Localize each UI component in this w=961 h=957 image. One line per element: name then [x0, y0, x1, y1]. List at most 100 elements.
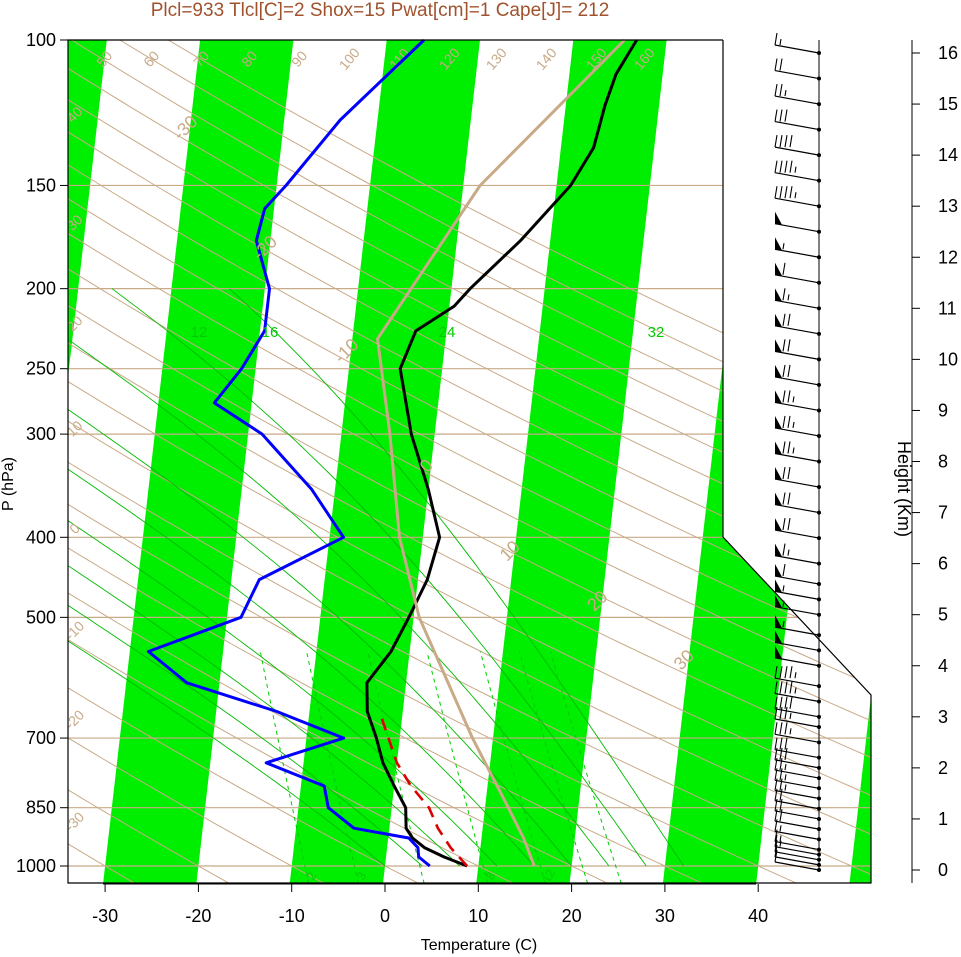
wind-pennant — [775, 313, 782, 327]
wind-point — [817, 868, 821, 872]
wind-flag — [784, 109, 788, 122]
dry-adiabat — [68, 40, 514, 883]
wind-half-flag — [782, 243, 785, 250]
wind-point — [817, 561, 821, 566]
wind-point — [817, 862, 821, 867]
wind-half-flag — [787, 549, 790, 556]
wind-point — [817, 102, 821, 107]
wind-flag — [782, 288, 786, 301]
profile-series — [146, 38, 638, 868]
wind-half-flag — [782, 621, 785, 628]
height-tick-label: 12 — [938, 247, 958, 267]
mixing-ratio-line — [306, 651, 359, 883]
dry-adiabat — [68, 40, 871, 883]
wind-flag — [779, 58, 783, 71]
wind-barb — [774, 427, 820, 437]
wind-flag — [782, 518, 786, 531]
wind-barb — [774, 749, 820, 759]
wind-flag — [782, 364, 786, 377]
wind-half-flag — [794, 672, 797, 679]
wind-flag — [774, 696, 778, 709]
wind-point — [817, 382, 821, 387]
wind-point — [817, 847, 821, 852]
series-dew-point — [146, 38, 431, 868]
height-tick-label: 11 — [938, 298, 957, 318]
wind-flag — [784, 722, 788, 735]
x-tick-label: -10 — [279, 906, 305, 926]
wind-barb — [774, 861, 820, 871]
mixing-ratio-label: 16 — [262, 324, 279, 341]
dry-adiabat — [68, 40, 871, 883]
wind-barb — [774, 840, 820, 851]
wind-point — [817, 725, 821, 730]
saturated-adiabat — [68, 288, 498, 867]
wind-barb — [774, 376, 820, 386]
wind-point — [817, 485, 821, 490]
wind-barb — [774, 575, 820, 585]
wind-half-flag — [792, 421, 795, 429]
wind-point — [817, 255, 821, 260]
height-tick-label: 6 — [938, 554, 948, 574]
wind-point — [817, 786, 821, 791]
wind-barb — [774, 626, 820, 636]
dry-adiabat — [68, 40, 798, 883]
wind-barb — [774, 851, 820, 861]
height-tick-label: 0 — [938, 860, 948, 880]
wind-barb — [774, 846, 820, 856]
y-tick-label: 200 — [26, 279, 56, 299]
dry-adiabat — [68, 40, 871, 883]
saturated-adiabat — [68, 288, 460, 867]
wind-flag — [779, 737, 783, 750]
wind-barb — [774, 759, 820, 769]
wind-flag — [779, 109, 783, 122]
wind-pennant — [775, 579, 782, 593]
temperature-label: 20 — [63, 312, 85, 334]
mixing-ratio-label: 12 — [191, 324, 208, 341]
wind-flag — [784, 160, 788, 173]
wind-flag — [774, 737, 778, 750]
wind-barb — [774, 452, 820, 463]
wind-half-flag — [792, 447, 795, 454]
wind-pennant — [775, 564, 782, 578]
height-axis-label: Height (Km) — [894, 441, 914, 537]
wind-barb — [774, 555, 820, 565]
wind-barb — [774, 223, 820, 233]
wind-flag — [774, 834, 778, 847]
wind-half-flag — [789, 728, 792, 735]
temperature-label: -20 — [62, 707, 88, 733]
wind-flag — [782, 563, 786, 577]
wind-flag — [787, 313, 791, 326]
height-tick-label: 14 — [938, 145, 958, 165]
mixing-ratio-label: 24 — [439, 324, 456, 341]
wind-flag — [779, 798, 783, 812]
wind-point — [817, 153, 821, 158]
wind-half-flag — [779, 840, 782, 847]
wind-point — [817, 765, 821, 770]
dry-adiabat — [68, 40, 420, 883]
wind-barb — [774, 44, 820, 54]
dry-adiabat-label: 140 — [533, 45, 560, 73]
wind-flag — [787, 441, 791, 454]
wind-flag — [782, 466, 786, 480]
saturated-adiabat — [111, 288, 647, 867]
wind-flag — [787, 466, 791, 480]
wind-pennant — [775, 518, 782, 532]
chart-title: Plcl=933 Tlcl[C]=2 Shox=15 Pwat[cm]=1 Ca… — [151, 0, 610, 21]
dry-adiabat — [68, 40, 871, 883]
wind-point — [817, 852, 821, 857]
wind-half-flag — [784, 784, 787, 791]
wind-barbs — [774, 32, 821, 872]
wind-pennant — [775, 441, 782, 455]
wind-flag — [784, 666, 788, 679]
x-tick-label: 20 — [562, 906, 582, 926]
height-tick-label: 15 — [938, 94, 958, 114]
temperature-label: -30 — [62, 809, 88, 835]
height-tick-label: 4 — [938, 656, 948, 676]
height-tick-label: 16 — [938, 43, 958, 63]
wind-pennant — [775, 390, 782, 404]
wind-half-flag — [794, 687, 797, 694]
wind-point — [817, 510, 821, 515]
wind-pennant — [775, 615, 782, 629]
mixing-ratio-line — [367, 651, 425, 883]
wind-flag — [789, 186, 793, 199]
